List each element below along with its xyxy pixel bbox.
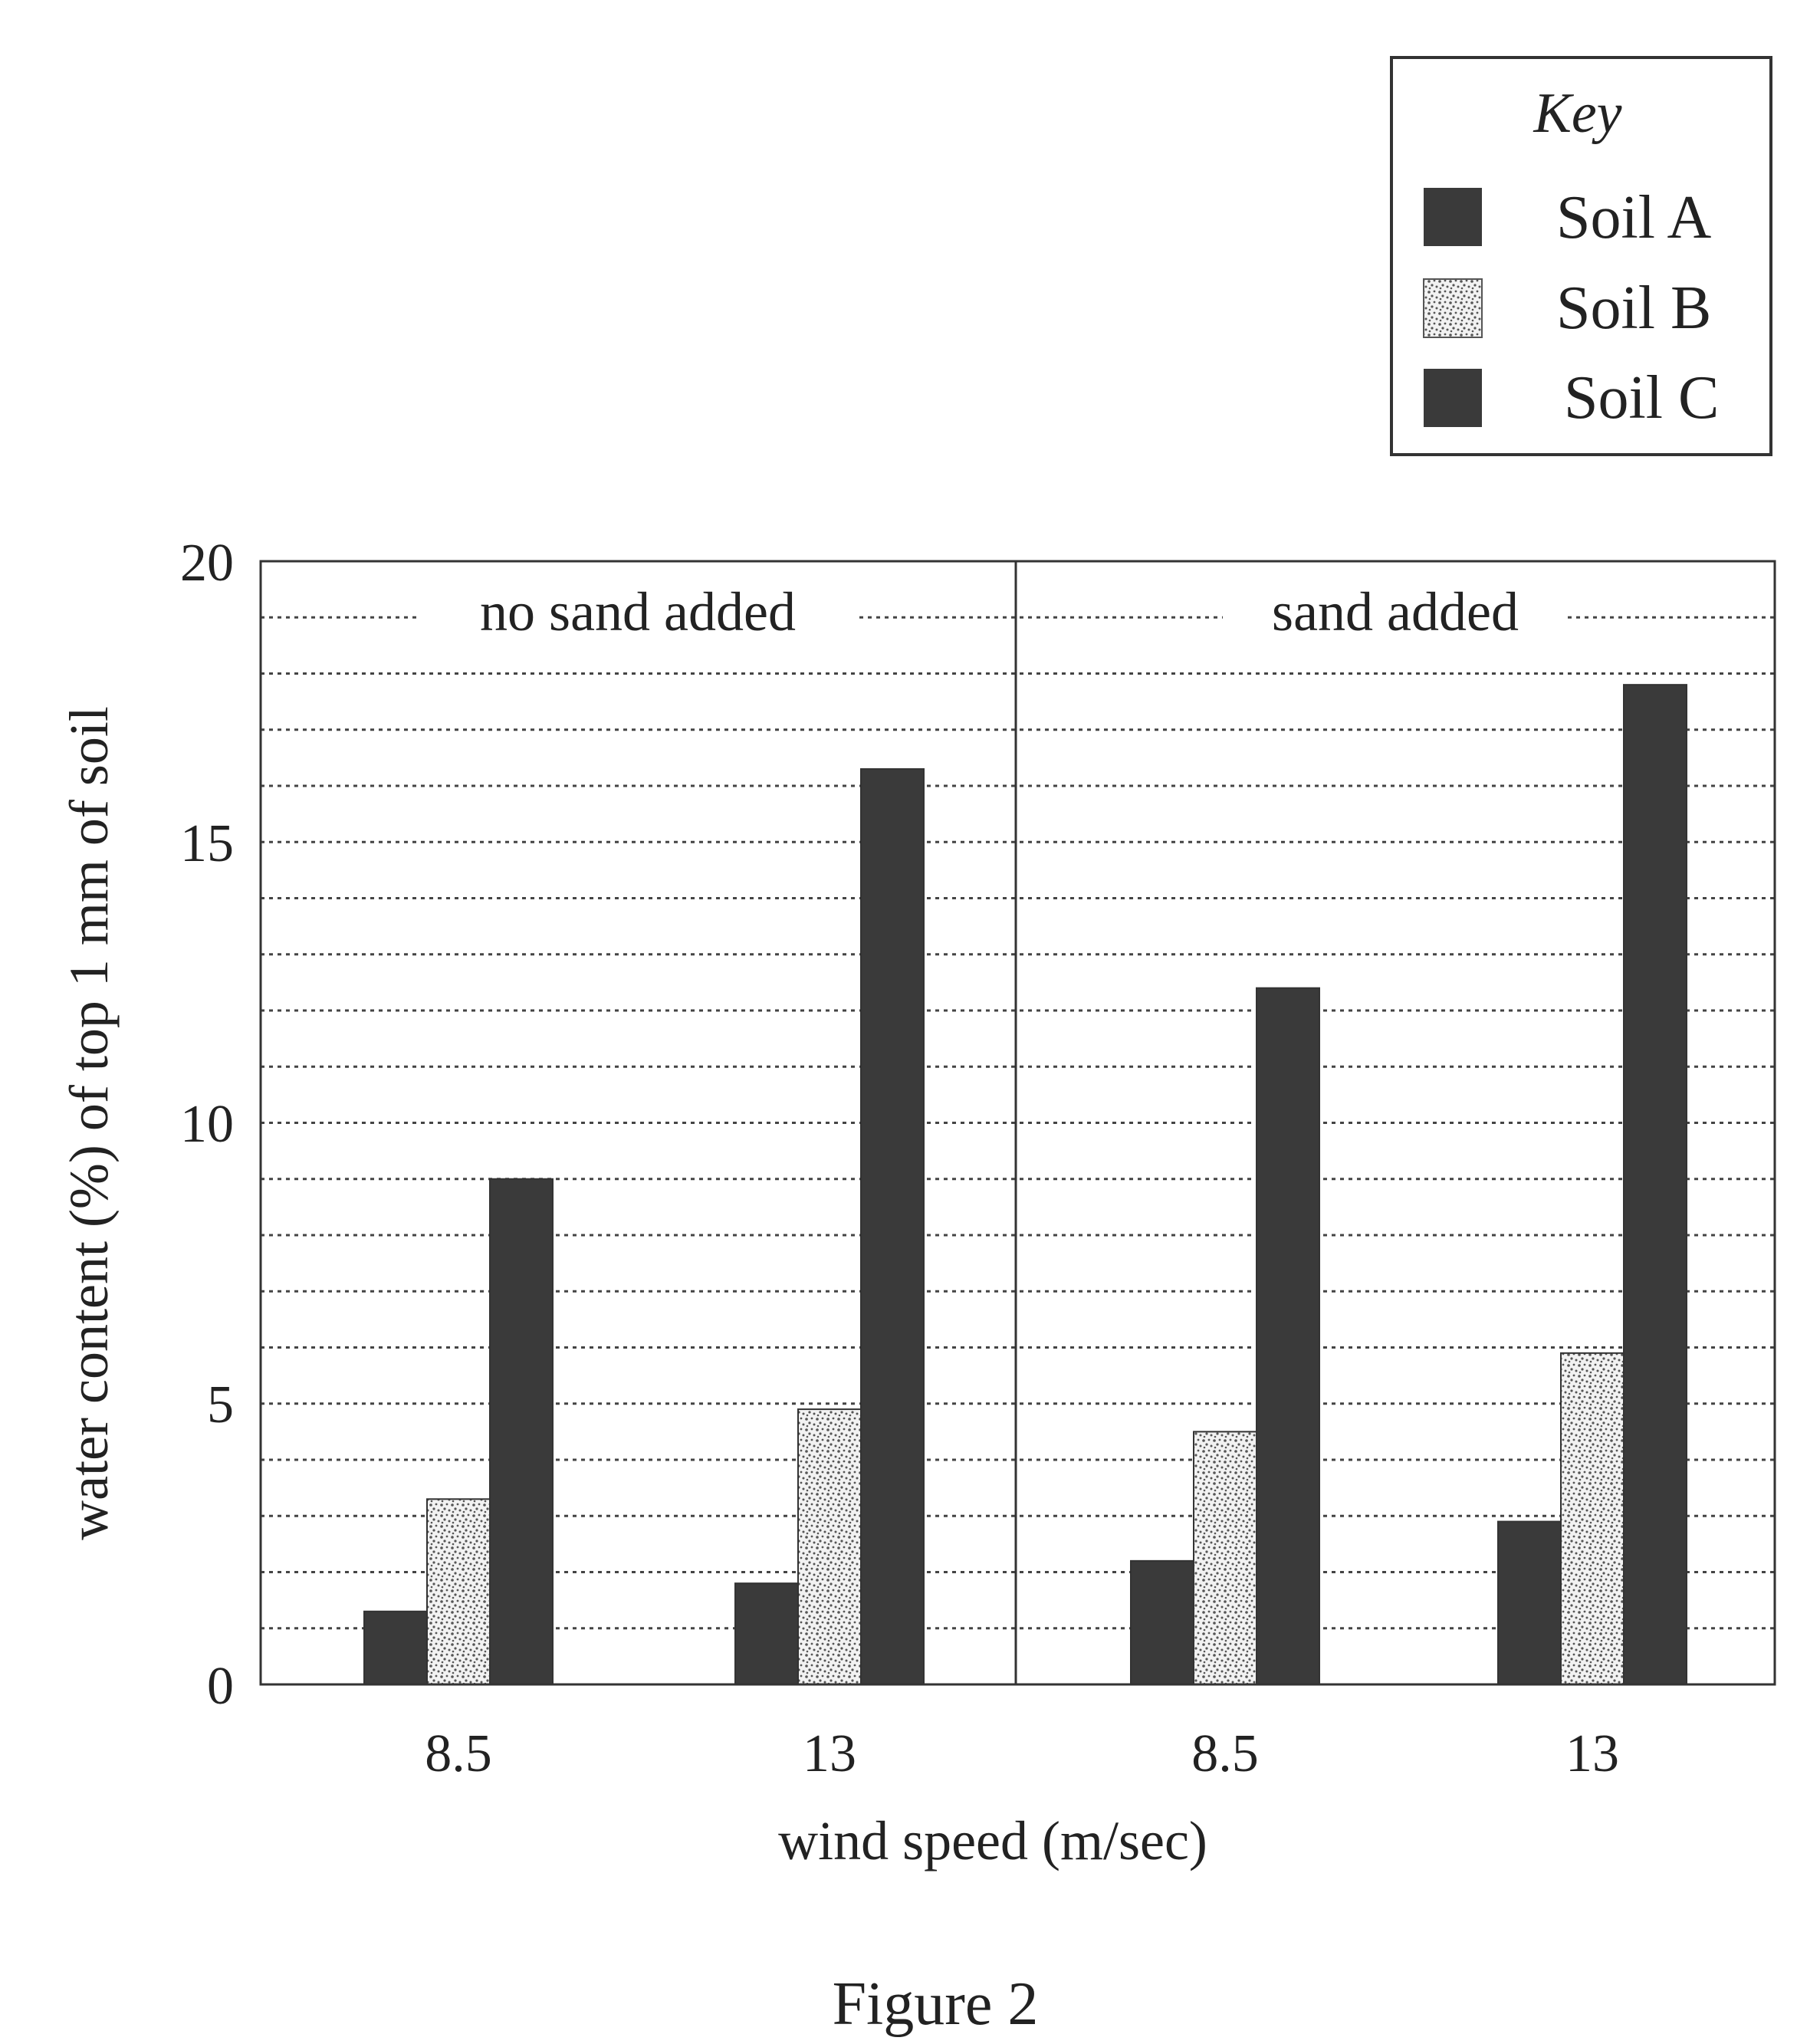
y-axis: 20 15 10 5 0 bbox=[180, 534, 234, 1716]
y-tick-label-0: 0 bbox=[207, 1657, 234, 1716]
bar-p1-8-5-soil-b bbox=[1193, 1431, 1257, 1685]
panel-label-bg-no-sand bbox=[418, 579, 859, 646]
panel-label-bg-sand bbox=[1223, 579, 1568, 646]
bar-p1-8-5-soil-c bbox=[1256, 987, 1320, 1685]
panel-label-sand: sand added bbox=[1272, 581, 1519, 642]
bar-p1-13-soil-c bbox=[1623, 684, 1687, 1685]
legend: Key Soil A Soil B Soil C bbox=[1390, 56, 1772, 456]
bar-p0-13-soil-a bbox=[734, 1582, 799, 1685]
x-tick-label-sand-8-5: 8.5 bbox=[1191, 1724, 1259, 1783]
x-tick-label-sand-13: 13 bbox=[1565, 1724, 1619, 1783]
bar-p0-8-5-soil-a bbox=[363, 1610, 428, 1685]
x-axis-title: wind speed (m/sec) bbox=[778, 1810, 1207, 1871]
legend-title: Key bbox=[1533, 82, 1621, 145]
legend-swatch-soil-b bbox=[1423, 278, 1483, 338]
y-tick-label-15: 15 bbox=[180, 814, 234, 873]
figure-caption: Figure 2 bbox=[833, 1970, 1039, 2038]
legend-swatch-soil-c bbox=[1424, 369, 1482, 427]
legend-label-soil-a: Soil A bbox=[1556, 184, 1712, 251]
legend-label-soil-c: Soil C bbox=[1564, 364, 1719, 432]
y-tick-label-20: 20 bbox=[180, 534, 234, 593]
x-axis: 8.5 13 8.5 13 bbox=[425, 1724, 1619, 1783]
bar-p1-8-5-soil-a bbox=[1130, 1559, 1194, 1685]
x-tick-label-no-sand-13: 13 bbox=[803, 1724, 856, 1783]
legend-label-soil-b: Soil B bbox=[1556, 274, 1711, 342]
plot-frame bbox=[259, 560, 1776, 1686]
bar-p0-8-5-soil-b bbox=[426, 1498, 491, 1686]
panel-label-no-sand: no sand added bbox=[480, 581, 796, 642]
y-axis-title: water content (%) of top 1 mm of soil bbox=[58, 706, 120, 1540]
bar-p1-13-soil-b bbox=[1560, 1352, 1625, 1685]
bar-p0-13-soil-b bbox=[797, 1408, 862, 1685]
bar-p1-13-soil-a bbox=[1497, 1520, 1562, 1685]
gridlines bbox=[261, 616, 1775, 1630]
bar-p0-13-soil-c bbox=[860, 768, 925, 1685]
bar-p0-8-5-soil-c bbox=[489, 1178, 554, 1685]
x-tick-label-no-sand-8-5: 8.5 bbox=[425, 1724, 492, 1783]
bars bbox=[363, 684, 1687, 1686]
y-tick-label-10: 10 bbox=[180, 1095, 234, 1154]
legend-swatch-soil-a bbox=[1424, 188, 1482, 246]
y-tick-label-5: 5 bbox=[207, 1375, 234, 1434]
